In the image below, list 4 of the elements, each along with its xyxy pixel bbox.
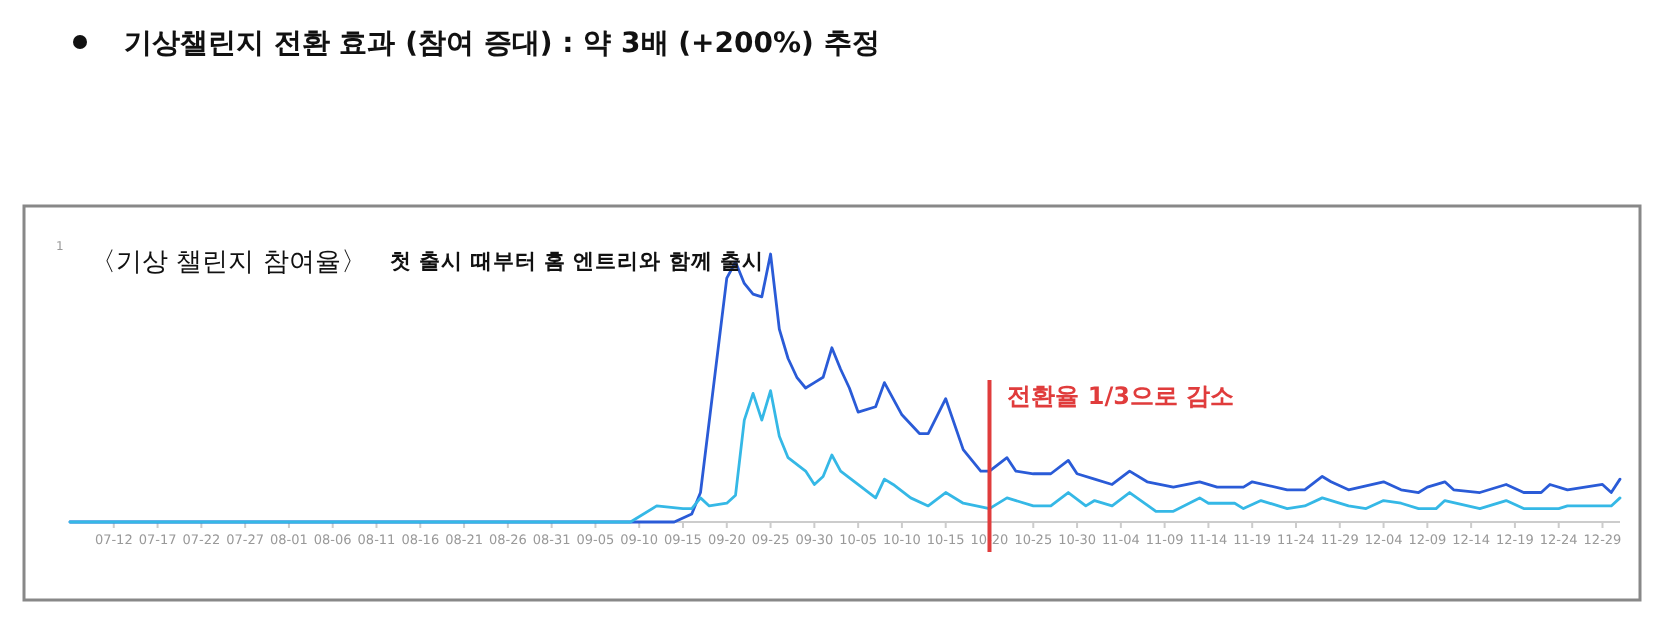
ref-line-label: 전환율 1/3으로 감소 — [1007, 382, 1235, 410]
chart-title: 기상챌린지 전환 효과 (참여 증대) : 약 3배 (+200%) 추정 — [124, 28, 880, 60]
annotation: 첫 출시 때부터 홈 엔트리와 함께 출시 — [390, 250, 764, 274]
chart-subtitle: 〈기상 챌린지 참여율〉 — [90, 248, 367, 278]
